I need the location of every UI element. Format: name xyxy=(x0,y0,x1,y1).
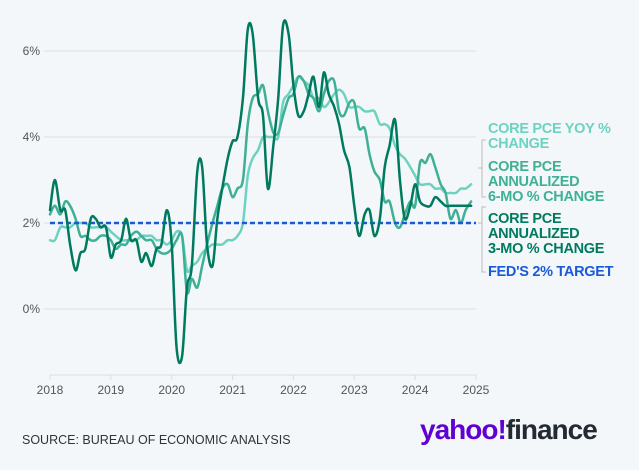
x-tick-label: 2024 xyxy=(402,383,429,397)
legend-label-line: CHANGE xyxy=(488,136,550,152)
logo-yahoo-text: yahoo! xyxy=(420,414,507,445)
legend-label-line: 6-MO % CHANGE xyxy=(488,189,605,205)
legend-label-line: CORE PCE xyxy=(488,159,562,175)
legend-bracket xyxy=(478,139,486,198)
x-tick-label: 2020 xyxy=(158,383,185,397)
y-tick-label: 6% xyxy=(23,44,41,58)
x-tick-label: 2019 xyxy=(98,383,125,397)
series-line-3mo xyxy=(48,19,473,365)
legend-item-yoy: CORE PCE YOY % CHANGE xyxy=(488,122,611,152)
legend-brackets xyxy=(478,139,486,273)
x-tick-label: 2021 xyxy=(219,383,246,397)
source-note: SOURCE: BUREAU OF ECONOMIC ANALYSIS xyxy=(22,433,291,447)
logo-finance-text: finance xyxy=(505,414,598,445)
x-tick-label: 2022 xyxy=(280,383,307,397)
x-axis: 2018 2019 2020 2021 2022 2023 2024 2025 xyxy=(37,374,490,397)
legend-item-6mo: CORE PCE ANNUALIZED 6-MO % CHANGE xyxy=(488,160,604,205)
legend-item-target: FED'S 2% TARGET xyxy=(488,265,613,280)
y-tick-label: 2% xyxy=(23,216,41,230)
x-tick-label: 2025 xyxy=(463,383,490,397)
legend-label-line: FED'S 2% TARGET xyxy=(488,264,614,280)
legend-bracket xyxy=(478,206,486,273)
y-tick-label: 4% xyxy=(23,130,41,144)
y-tick-label: 0% xyxy=(23,302,41,316)
legend-label-line: ANNUALIZED xyxy=(488,226,580,242)
x-tick-label: 2018 xyxy=(37,383,64,397)
yahoo-finance-logo: yahoo!finance xyxy=(420,414,598,446)
pce-line-chart: 0% 2% 4% 6% 2018 2019 2020 2021 2022 2023 2024 202… xyxy=(23,19,490,397)
legend-item-3mo: CORE PCE ANNUALIZED 3-MO % CHANGE xyxy=(488,212,604,257)
legend-label-line: CORE PCE xyxy=(488,211,562,227)
legend-label-line: ANNUALIZED xyxy=(488,174,580,190)
legend-label-line: 3-MO % CHANGE xyxy=(488,241,605,257)
series-lines xyxy=(48,19,476,365)
series-line-6mo xyxy=(48,74,473,295)
y-axis-ticks: 0% 2% 4% 6% xyxy=(23,44,41,316)
legend-label-line: CORE PCE YOY % xyxy=(488,121,611,137)
x-tick-label: 2023 xyxy=(341,383,368,397)
